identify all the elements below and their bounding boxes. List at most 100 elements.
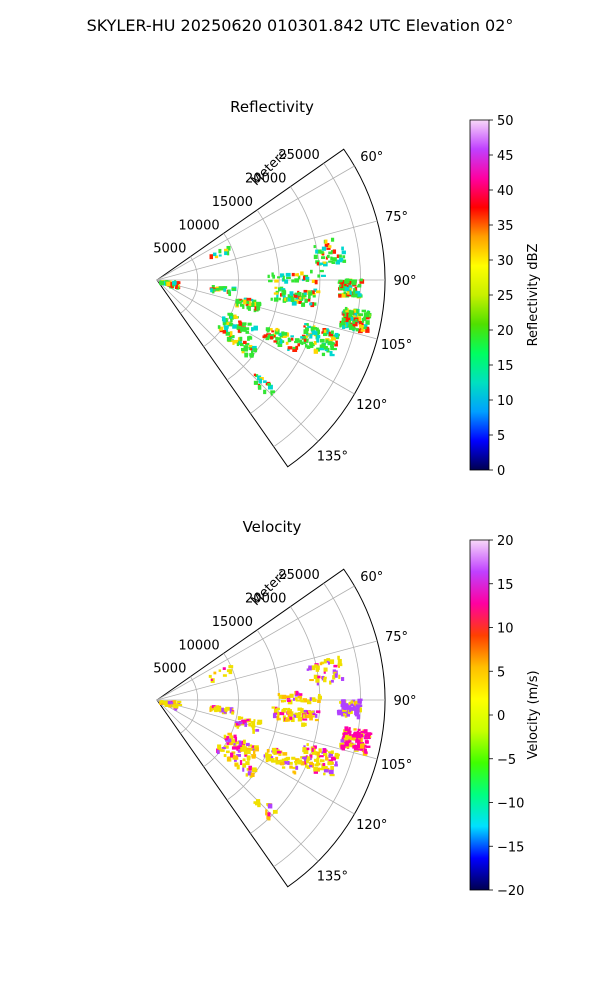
echo-gate bbox=[331, 336, 336, 341]
echo-gate bbox=[224, 286, 228, 289]
echo-gate bbox=[238, 321, 243, 326]
figure-title: SKYLER-HU 20250620 010301.842 UTC Elevat… bbox=[86, 16, 514, 35]
echo-gate bbox=[309, 341, 314, 346]
echo-gate bbox=[279, 759, 284, 764]
echo-gate bbox=[242, 303, 245, 309]
echo-gate bbox=[308, 711, 313, 716]
echo-gate bbox=[305, 279, 310, 282]
echo-gate bbox=[313, 745, 316, 749]
echo-gate bbox=[221, 747, 226, 750]
echo-gate bbox=[304, 764, 308, 768]
echo-gate bbox=[282, 752, 288, 756]
echo-gate bbox=[267, 274, 270, 279]
echo-gate bbox=[336, 254, 339, 259]
echo-gate bbox=[265, 336, 270, 341]
echo-gate bbox=[305, 760, 309, 764]
echo-gate bbox=[338, 279, 342, 283]
echo-gate bbox=[175, 282, 178, 288]
echo-gate bbox=[359, 324, 362, 328]
echo-gate bbox=[318, 748, 322, 753]
echo-gate bbox=[224, 248, 229, 252]
echo-gate bbox=[302, 747, 307, 751]
echo-gate bbox=[272, 713, 277, 719]
echo-gate bbox=[323, 329, 327, 334]
azimuth-tick-label: 60° bbox=[360, 570, 383, 585]
echo-gate bbox=[292, 697, 296, 701]
echo-gate bbox=[341, 699, 346, 705]
echo-gate bbox=[290, 293, 294, 298]
echo-gate bbox=[312, 698, 317, 702]
echo-gate bbox=[352, 704, 356, 709]
echo-gate bbox=[221, 316, 226, 322]
echo-gate bbox=[253, 719, 256, 722]
echo-gate bbox=[351, 736, 355, 740]
echo-gate bbox=[291, 301, 297, 306]
echo-gate bbox=[302, 698, 308, 703]
echo-gate bbox=[365, 316, 370, 320]
reflectivity-panel: Reflectivity 5000 10000 15000 20000 25000 60°… bbox=[153, 98, 541, 479]
echo-gate bbox=[225, 706, 230, 711]
echo-gate bbox=[319, 662, 323, 666]
echo-gate bbox=[291, 272, 295, 277]
echo-gate bbox=[354, 286, 358, 292]
echo-gate bbox=[334, 332, 339, 338]
echo-gate bbox=[289, 765, 293, 769]
echo-gate bbox=[323, 670, 326, 674]
colorbar-gradient bbox=[469, 539, 490, 891]
range-ring bbox=[250, 606, 321, 834]
echo-gate bbox=[244, 722, 248, 727]
echo-gate bbox=[359, 278, 363, 282]
echo-gate bbox=[248, 344, 253, 349]
echo-gate bbox=[253, 325, 258, 331]
echo-gate bbox=[257, 802, 261, 808]
echo-gate bbox=[276, 750, 282, 754]
echo-gate bbox=[347, 743, 352, 747]
echo-gate bbox=[211, 284, 215, 289]
echo-gate bbox=[317, 675, 321, 679]
echo-gate bbox=[173, 705, 177, 709]
echo-gate bbox=[243, 751, 248, 755]
echo-gate bbox=[304, 298, 307, 303]
echo-gate bbox=[253, 348, 258, 353]
echo-gate bbox=[321, 352, 326, 357]
echo-gate bbox=[365, 312, 370, 318]
echo-gate bbox=[306, 332, 309, 338]
echo-gate bbox=[237, 329, 241, 333]
echo-gate bbox=[338, 254, 342, 258]
echo-gate bbox=[233, 755, 238, 759]
echo-gate bbox=[348, 734, 352, 738]
echo-gate bbox=[357, 293, 362, 297]
echo-gate bbox=[330, 256, 333, 261]
echo-gate bbox=[229, 322, 233, 326]
echo-gate bbox=[361, 749, 365, 753]
echo-gate bbox=[311, 330, 316, 335]
echo-gate bbox=[300, 336, 304, 339]
echo-gate bbox=[278, 694, 282, 699]
echo-gate bbox=[347, 291, 352, 295]
echo-gate bbox=[282, 275, 285, 281]
echo-gate bbox=[226, 742, 231, 745]
echo-gate bbox=[274, 286, 278, 289]
echo-gate bbox=[266, 749, 270, 753]
echo-gate bbox=[323, 659, 327, 664]
echo-gate bbox=[351, 325, 355, 331]
azimuth-tick-label: 75° bbox=[385, 210, 408, 225]
echo-gate bbox=[311, 710, 315, 713]
echo-gate bbox=[328, 754, 331, 758]
echo-gate bbox=[356, 316, 362, 322]
echo-gate bbox=[294, 341, 298, 344]
echo-gate bbox=[318, 755, 324, 758]
echo-gate bbox=[300, 271, 304, 276]
echo-gate bbox=[294, 758, 300, 763]
azimuth-tick-label: 90° bbox=[393, 274, 416, 289]
echo-gate bbox=[309, 715, 313, 721]
echo-gate bbox=[254, 801, 260, 806]
echo-gate bbox=[266, 329, 270, 333]
echo-gate bbox=[237, 749, 241, 753]
echo-gate bbox=[230, 318, 233, 323]
echo-gate bbox=[334, 752, 339, 758]
echo-gate bbox=[310, 326, 314, 331]
echo-gate bbox=[303, 758, 307, 762]
echo-gate bbox=[254, 374, 259, 378]
echo-gate bbox=[294, 338, 300, 343]
